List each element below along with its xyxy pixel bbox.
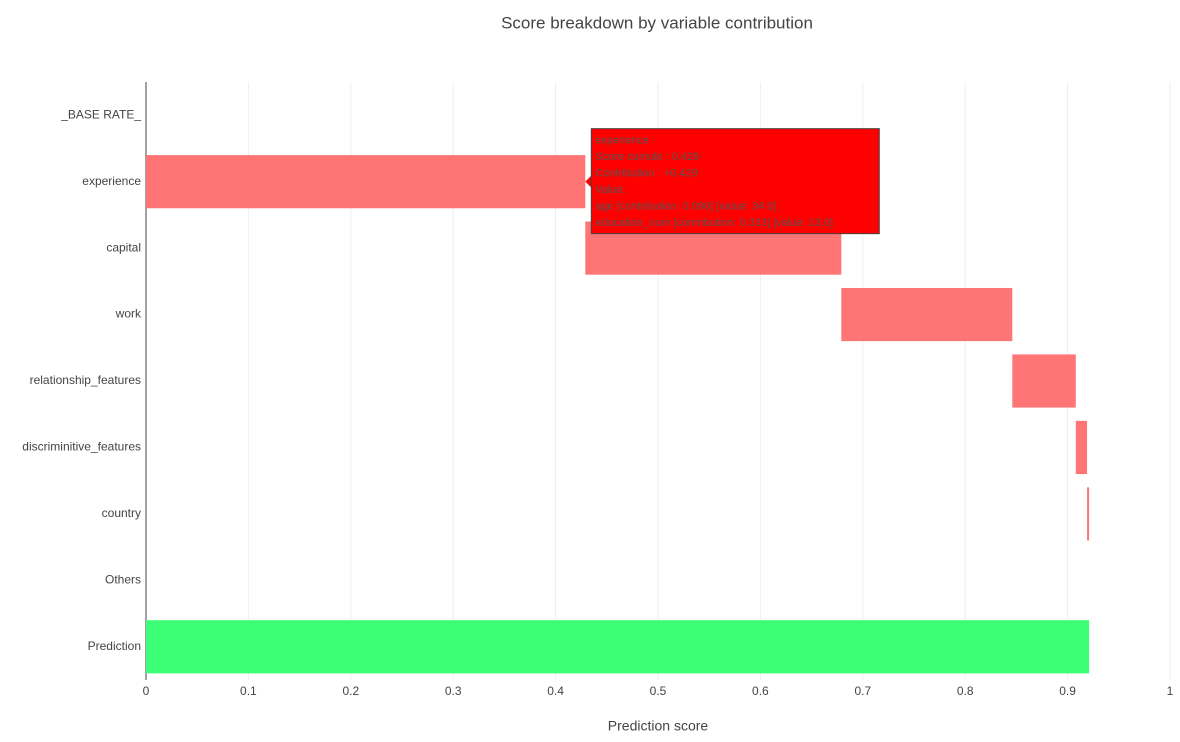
y-tick-label: capital [106, 240, 141, 254]
y-tick-label: country [102, 506, 141, 520]
x-tick-label: 0.6 [752, 684, 769, 698]
y-tick-label: relationship_features [30, 373, 141, 387]
y-tick-label: discriminitive_features [22, 440, 141, 454]
tooltip: experience Score cumulé : 0.429 Contributi… [585, 128, 880, 235]
bar [1012, 354, 1076, 408]
x-tick-label: 0.7 [854, 684, 871, 698]
tooltip-pointer [585, 175, 592, 188]
y-tick-label: experience [82, 174, 141, 188]
chart-title: Score breakdown by variable contribution [501, 13, 813, 32]
x-tick-label: 0.9 [1059, 684, 1076, 698]
x-tick-label: 0 [143, 684, 150, 698]
tooltip-line: Value: [595, 184, 625, 196]
x-tick-label: 0.1 [240, 684, 257, 698]
bar [1075, 420, 1088, 475]
tooltip-line: Contribution : +0.429 [595, 168, 697, 180]
tooltip-box [590, 128, 880, 235]
y-tick-label: Prediction [88, 639, 141, 653]
tooltip-line: experience [595, 135, 649, 147]
bar [146, 155, 586, 209]
tooltip-line: education_num [contribution: 0.333] [val… [595, 217, 833, 229]
x-tick-label: 0.2 [342, 684, 359, 698]
y-tick-label: _BASE RATE_ [60, 107, 141, 121]
x-tick-label: 1 [1167, 684, 1174, 698]
bar [841, 287, 1013, 342]
y-tick-label: work [115, 307, 142, 321]
x-axis-label: Prediction score [608, 718, 709, 734]
x-tick-label: 0.8 [957, 684, 974, 698]
bar [146, 620, 1090, 674]
x-tick-label: 0.5 [650, 684, 667, 698]
tooltip-line: Score cumulé : 0.429 [595, 151, 699, 163]
y-tick-label: Others [105, 573, 141, 587]
x-tick-label: 0.4 [547, 684, 564, 698]
bar [1087, 487, 1090, 541]
x-tick-label: 0.3 [445, 684, 462, 698]
tooltip-line: age [contribution: 0.096] [value: 34.0] [595, 201, 776, 213]
